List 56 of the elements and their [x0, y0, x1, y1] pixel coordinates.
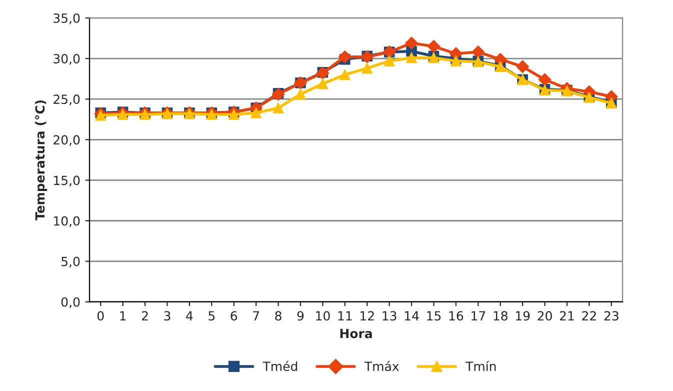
point: [338, 50, 352, 64]
x-tick-label: 4: [186, 311, 193, 320]
point: [427, 40, 440, 53]
x-tick-label: 20: [538, 311, 552, 321]
x-axis-title: Hora: [340, 328, 372, 338]
x-tick-label: 9: [297, 311, 304, 321]
point: [538, 73, 552, 86]
legend-label: Tmín: [466, 360, 496, 371]
x-tick-label: 0: [97, 311, 104, 321]
y-tick-label: 10,0: [54, 216, 80, 227]
legend-label: Tmáx: [364, 360, 399, 372]
x-tick-label: 10: [316, 311, 330, 321]
x-tick-label: 18: [494, 311, 508, 321]
x-tick-label: 16: [449, 311, 464, 321]
point: [472, 46, 485, 58]
point: [95, 110, 106, 121]
x-tick-label: 22: [582, 311, 596, 320]
x-tick-label: 11: [338, 311, 352, 320]
point: [516, 60, 529, 74]
x-tick-label: 5: [208, 311, 215, 321]
x-tick-label: 12: [360, 311, 374, 320]
x-tick-label: 13: [382, 311, 396, 321]
point: [317, 78, 328, 90]
point: [295, 88, 306, 100]
point: [405, 36, 418, 50]
y-tick-label: 30,0: [54, 54, 80, 65]
y-tick-label: 35,0: [54, 13, 80, 24]
x-tick-label: 1: [120, 311, 126, 320]
x-tick-label: 17: [472, 311, 486, 320]
y-tick-label: 5,0: [62, 256, 80, 268]
point: [450, 56, 462, 66]
point: [228, 109, 240, 120]
x-tick-label: 21: [560, 311, 574, 320]
x-tick-label: 23: [604, 311, 618, 321]
x-tick-label: 7: [253, 311, 259, 320]
point: [117, 109, 128, 120]
x-tick-label: 14: [404, 311, 419, 320]
point: [250, 107, 262, 118]
point: [272, 102, 284, 114]
point: [362, 62, 372, 74]
y-tick-label: 15,0: [54, 176, 80, 186]
point: [384, 56, 395, 66]
y-tick-label: 25,0: [54, 94, 80, 106]
x-tick-label: 6: [230, 311, 238, 321]
x-tick-label: 8: [275, 311, 282, 321]
x-tick-label: 3: [164, 311, 170, 321]
point: [340, 69, 350, 80]
y-axis-title: Temperatura (°C): [35, 100, 48, 220]
x-tick-label: 15: [427, 311, 441, 321]
y-tick-label: 0,0: [61, 297, 80, 308]
point: [450, 47, 462, 60]
x-tick-label: 19: [516, 311, 530, 321]
legend-label: Tméd: [262, 360, 298, 372]
y-tick-label: 20,0: [54, 135, 80, 146]
x-tick-label: 2: [142, 311, 148, 320]
point: [406, 52, 417, 64]
